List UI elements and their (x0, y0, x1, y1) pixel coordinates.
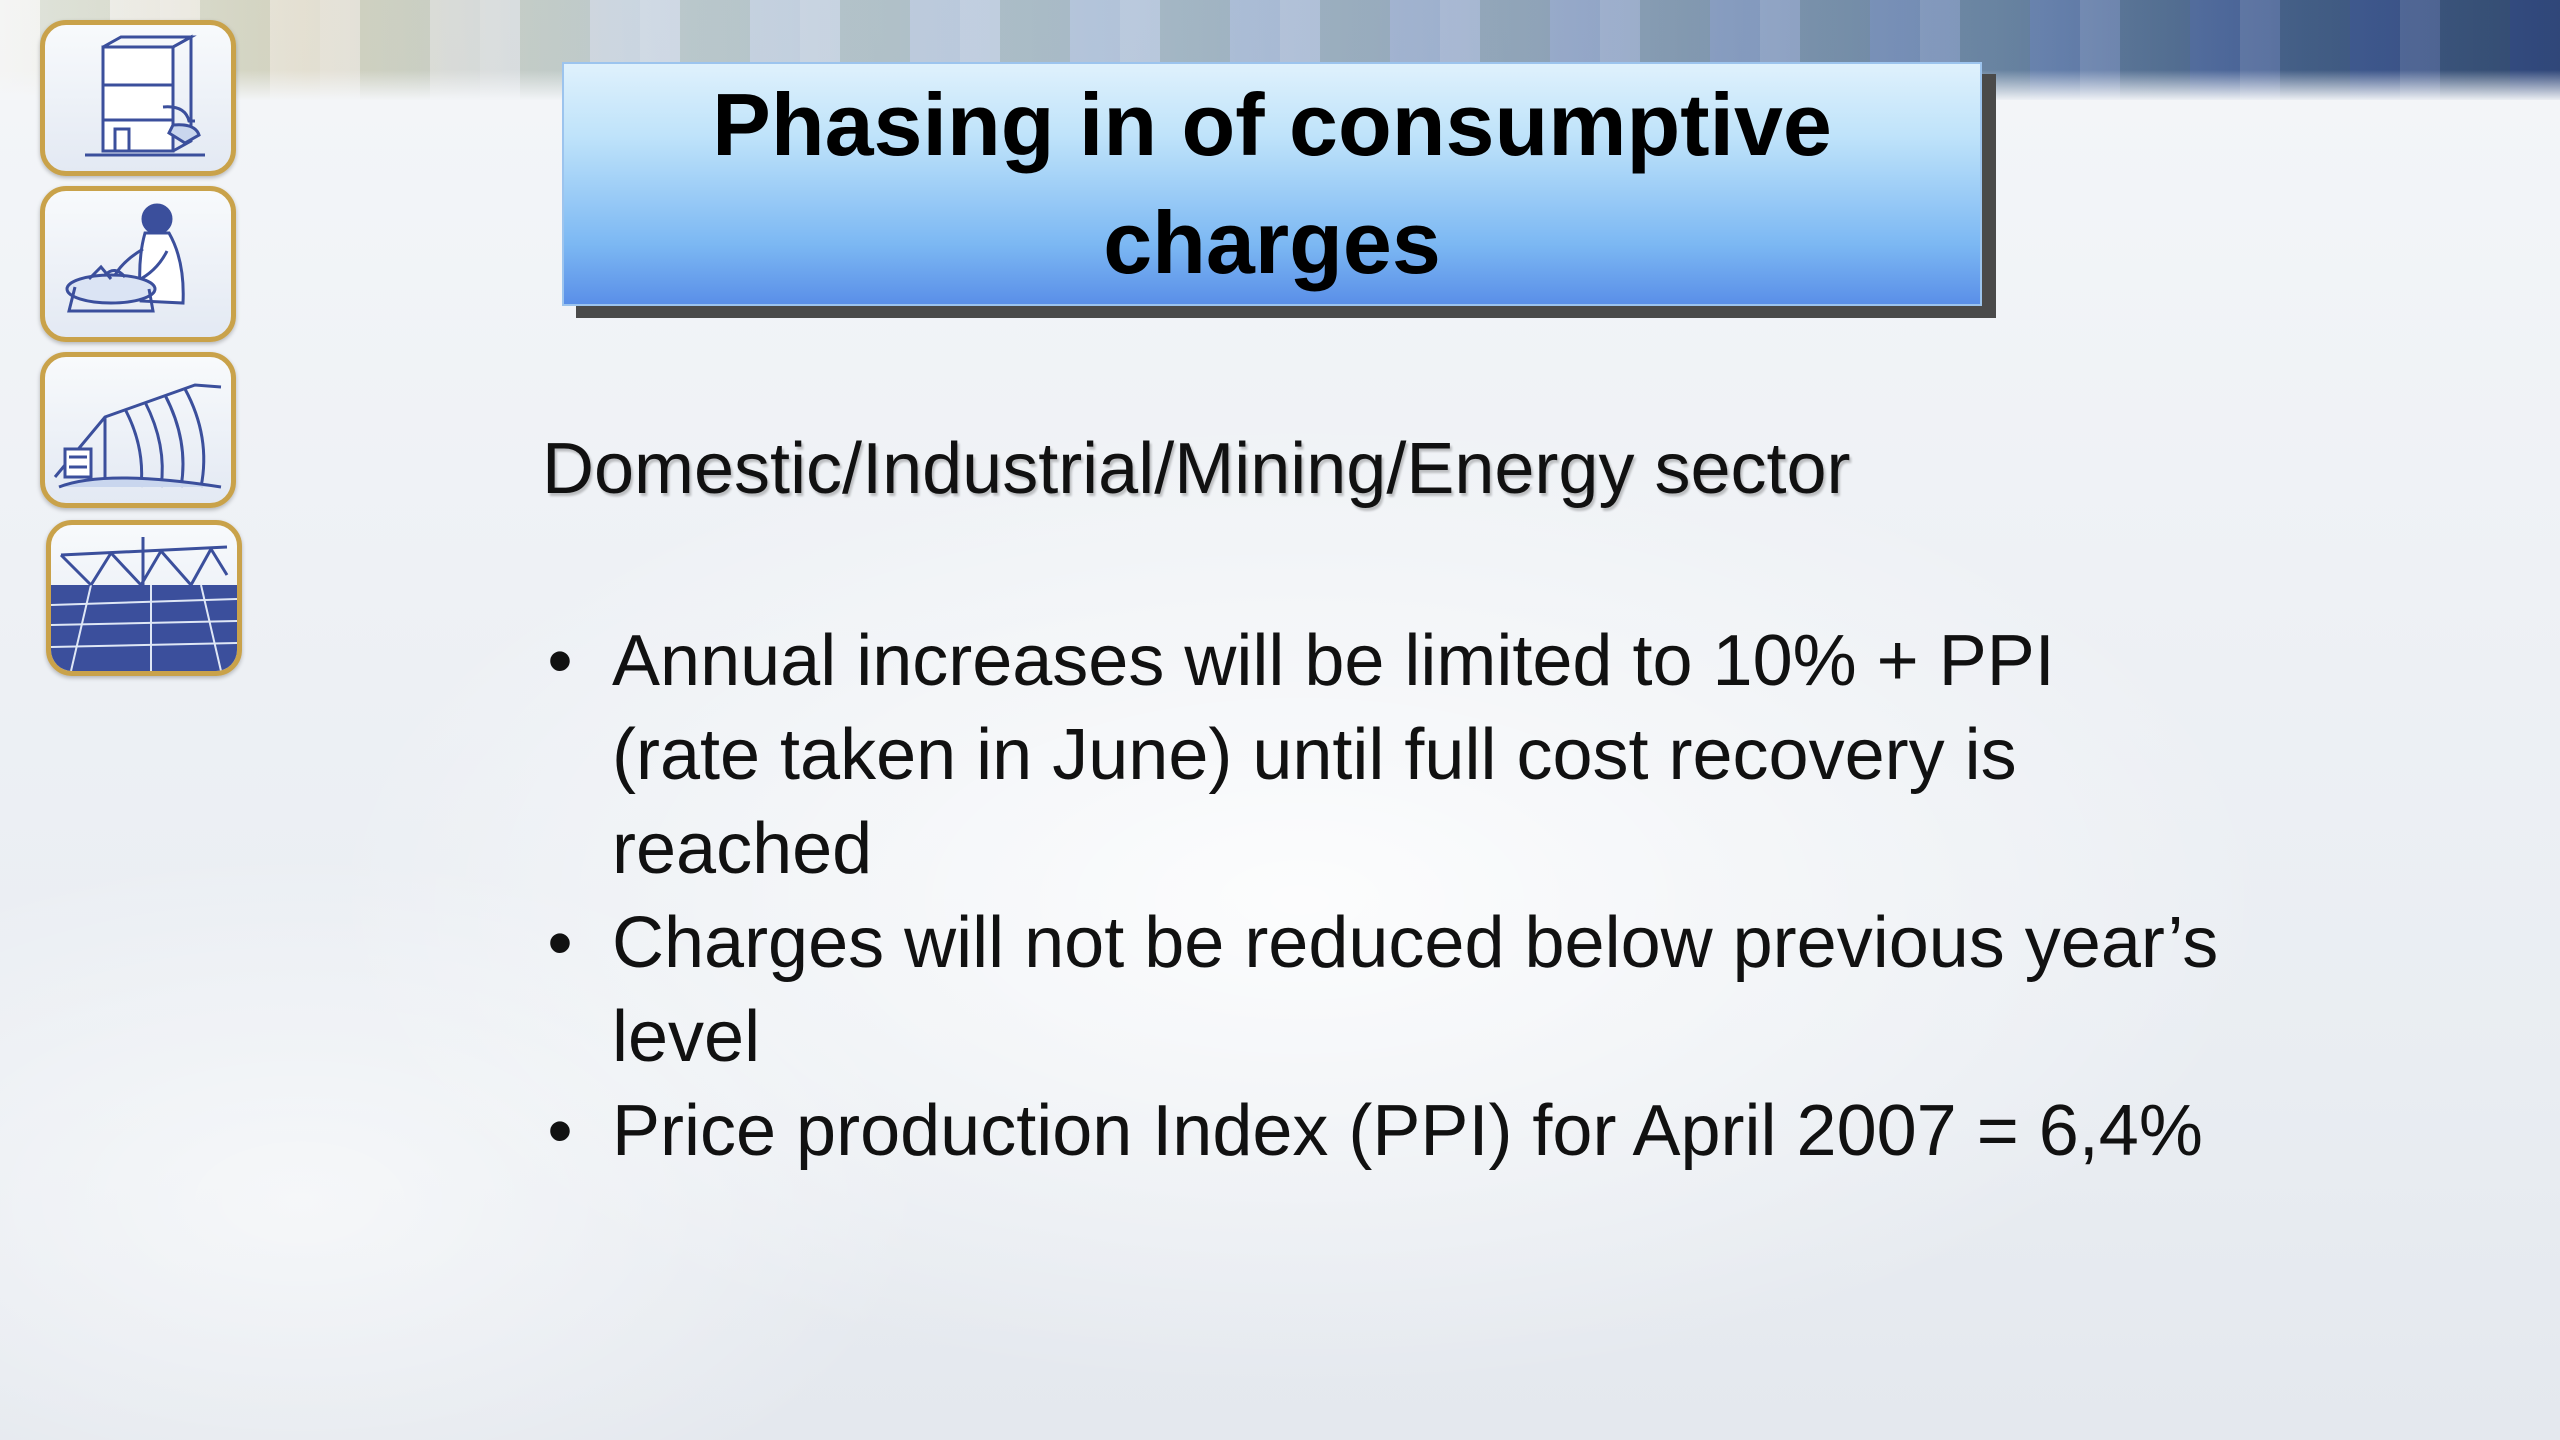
irrigation-field-icon (46, 520, 242, 676)
bullet-text: Charges will not be reduced below previo… (612, 903, 2219, 1077)
dam-spillway-icon (40, 352, 236, 508)
slide-title: Phasing in of consumptive charges (712, 75, 1832, 292)
bullet-list: • Annual increases will be limited to 10… (540, 614, 2220, 1178)
bullet-text: Price production Index (PPI) for April 2… (612, 1091, 2203, 1171)
bullet-dot-icon: • (547, 903, 573, 983)
bullet-item: • Annual increases will be limited to 10… (540, 614, 2220, 896)
water-tank-tap-icon (40, 20, 236, 176)
bullet-text: Annual increases will be limited to 10% … (612, 621, 2055, 889)
bullet-dot-icon: • (547, 621, 573, 701)
bullet-item: • Charges will not be reduced below prev… (540, 896, 2220, 1084)
bullet-dot-icon: • (547, 1091, 573, 1171)
title-box: Phasing in of consumptive charges (562, 62, 1982, 306)
bullet-item: • Price production Index (PPI) for April… (540, 1084, 2220, 1178)
person-washing-icon (40, 186, 236, 342)
slide-subheading: Domestic/Industrial/Mining/Energy sector (542, 429, 1851, 509)
